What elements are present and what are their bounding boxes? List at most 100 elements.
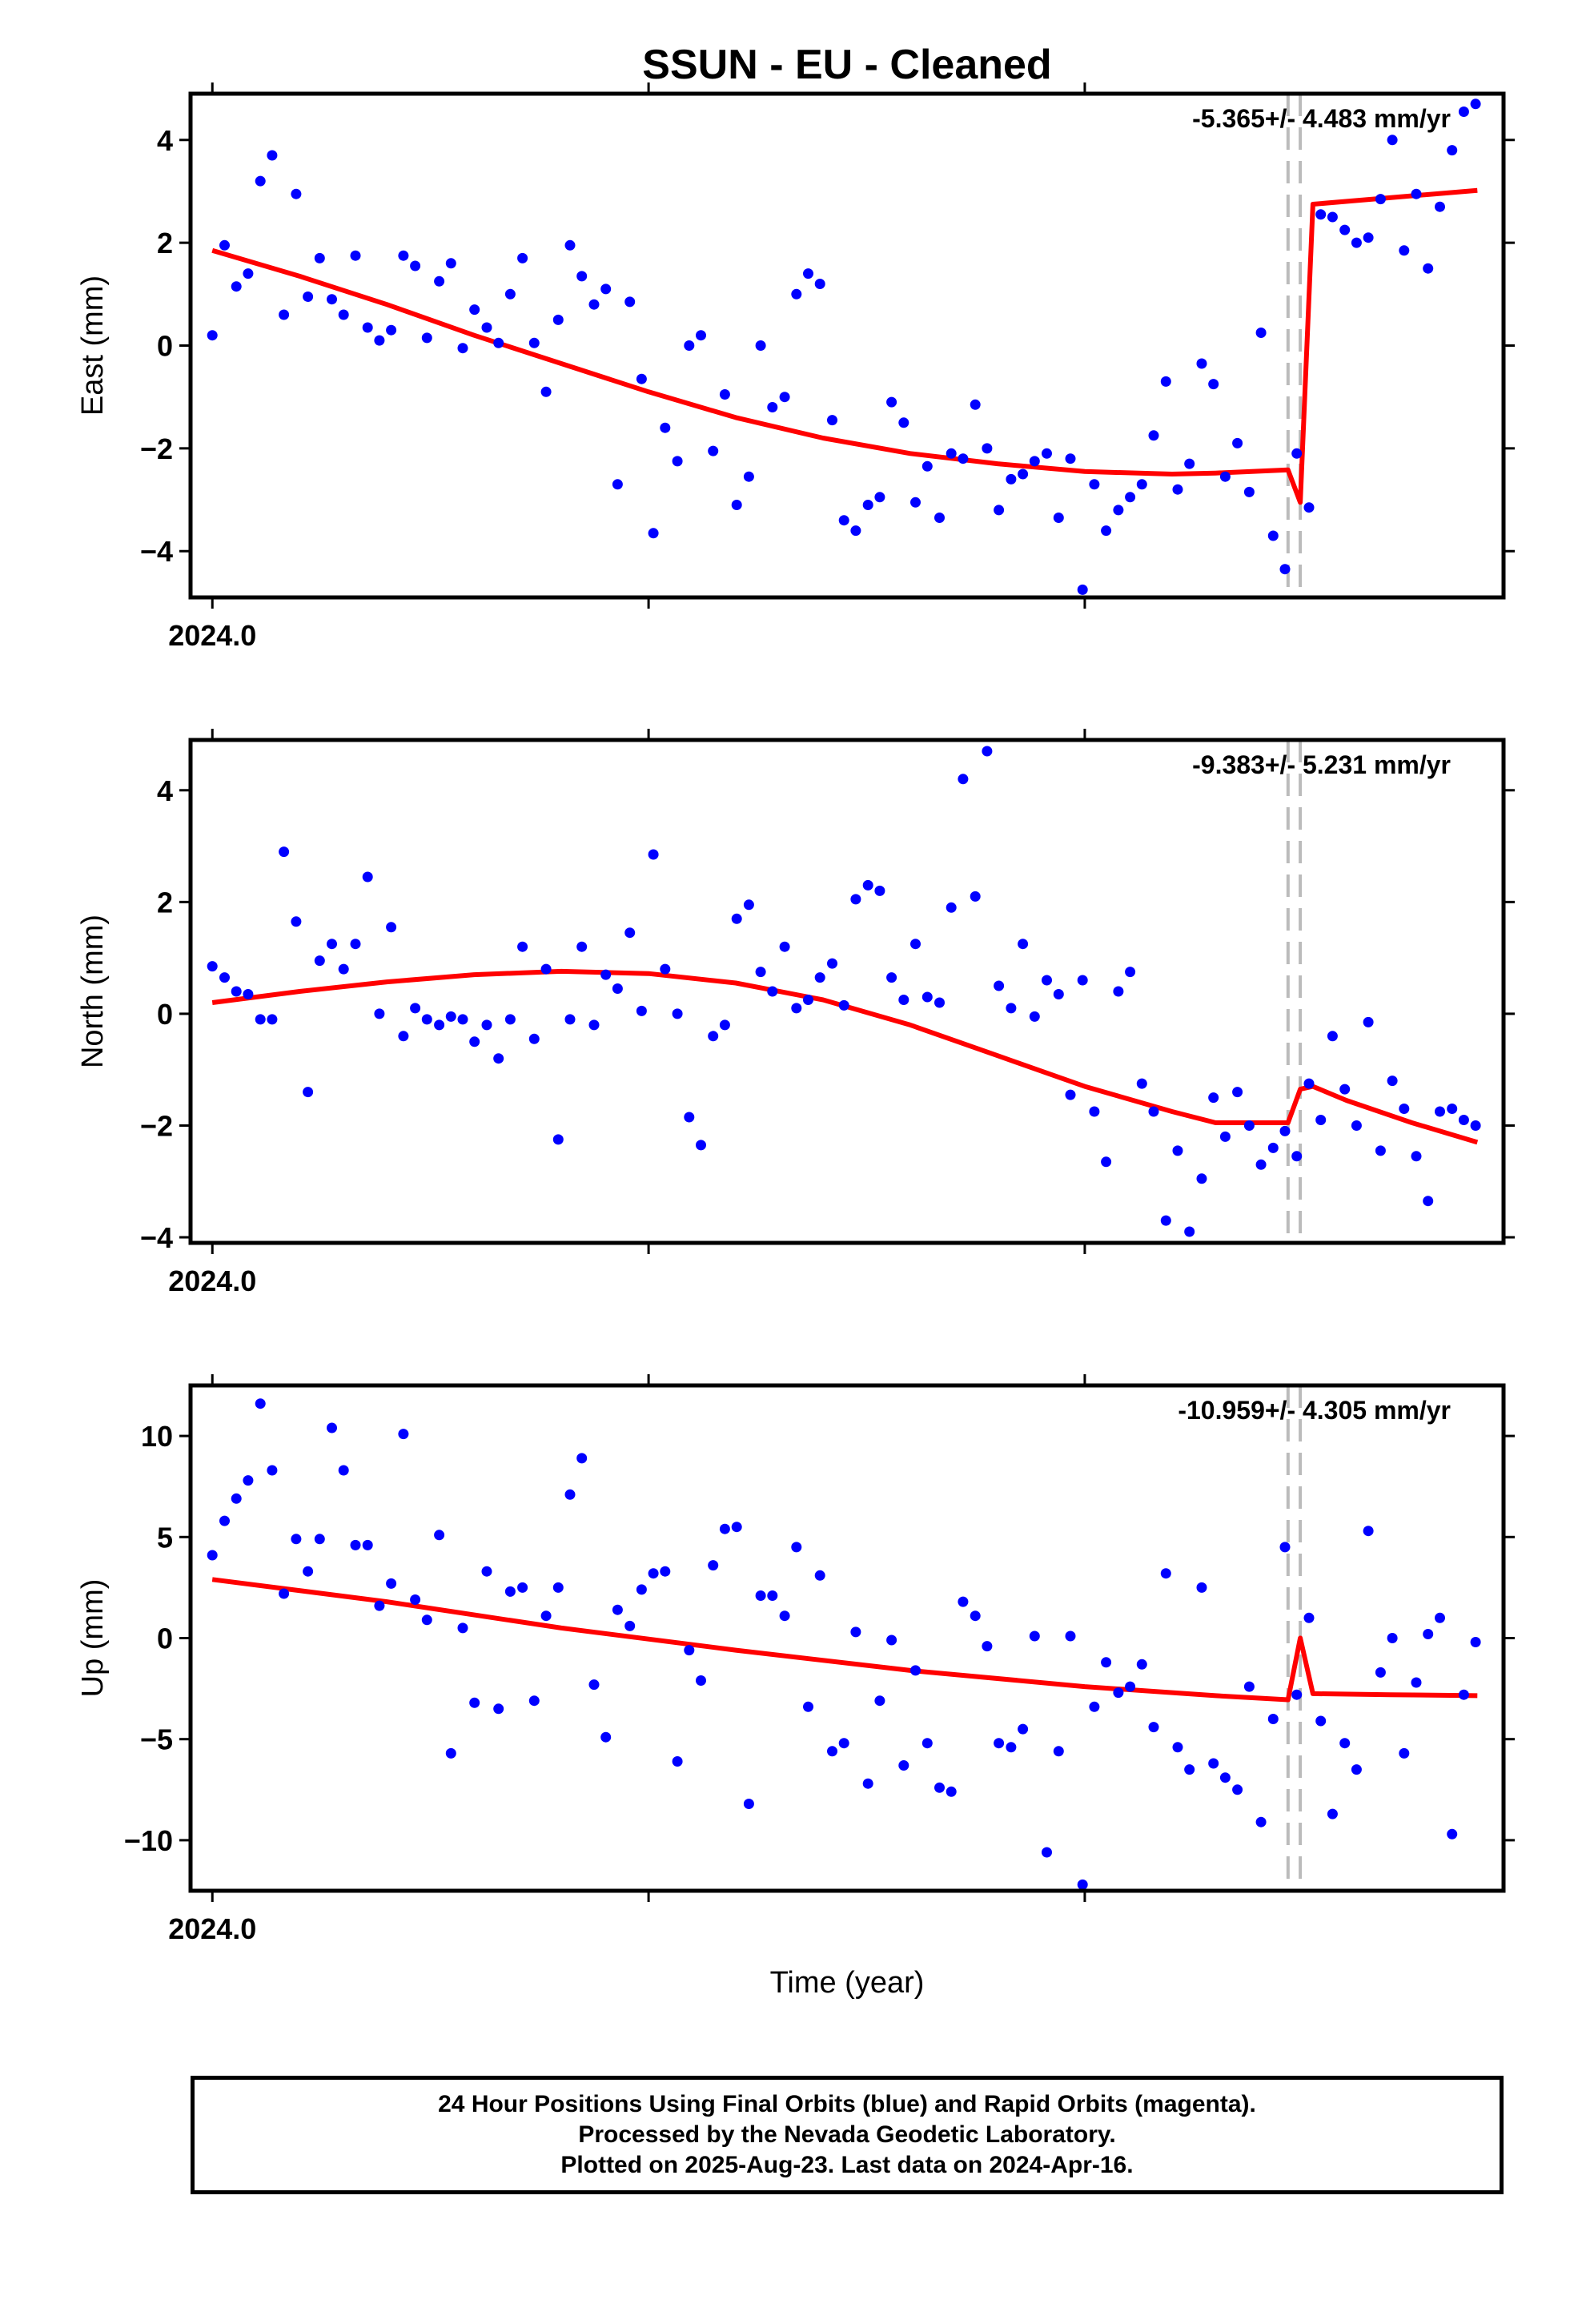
north-data-point bbox=[434, 1019, 445, 1031]
north-data-point bbox=[1089, 1106, 1100, 1117]
up-data-point bbox=[327, 1422, 337, 1433]
up-data-point bbox=[528, 1695, 540, 1707]
up-data-point bbox=[1148, 1722, 1159, 1733]
east-data-point bbox=[362, 322, 373, 333]
north-data-point bbox=[1077, 975, 1088, 986]
east-data-point bbox=[279, 309, 290, 320]
north-data-point bbox=[1029, 1011, 1040, 1022]
north-data-point bbox=[814, 972, 825, 983]
east-data-point bbox=[731, 500, 742, 510]
north-data-point bbox=[921, 991, 933, 1003]
east-y-tick-label: −4 bbox=[140, 535, 173, 568]
up-data-point bbox=[708, 1560, 719, 1571]
north-data-point bbox=[1196, 1173, 1207, 1184]
north-data-point bbox=[1053, 989, 1064, 999]
east-data-point bbox=[1339, 224, 1351, 235]
up-data-point bbox=[398, 1429, 409, 1440]
east-data-point bbox=[1018, 468, 1029, 480]
up-y-tick-label: 10 bbox=[141, 1420, 173, 1453]
north-data-point bbox=[481, 1019, 492, 1031]
east-data-point bbox=[886, 396, 897, 408]
up-rate-label: -10.959+/- 4.305 mm/yr bbox=[1178, 1396, 1451, 1425]
east-data-point bbox=[803, 268, 813, 279]
north-data-point bbox=[1411, 1151, 1422, 1162]
east-data-point bbox=[1196, 358, 1207, 369]
east-data-point bbox=[1006, 473, 1017, 485]
north-data-point bbox=[291, 916, 302, 927]
up-x-tick-label: 2024.0 bbox=[168, 1912, 256, 1945]
north-data-point bbox=[1243, 1120, 1255, 1131]
north-data-point bbox=[219, 972, 230, 983]
up-data-point bbox=[291, 1534, 302, 1545]
up-data-point bbox=[1423, 1629, 1434, 1639]
up-data-point bbox=[814, 1570, 825, 1581]
north-data-point bbox=[1219, 1131, 1231, 1142]
north-data-point bbox=[327, 939, 337, 950]
up-data-point bbox=[1339, 1738, 1351, 1749]
north-rate-label: -9.383+/- 5.231 mm/yr bbox=[1192, 750, 1451, 779]
footer-line-2: Processed by the Nevada Geodetic Laborat… bbox=[578, 2121, 1116, 2148]
north-data-point bbox=[910, 939, 921, 950]
up-data-point bbox=[540, 1610, 552, 1622]
east-data-point bbox=[767, 402, 778, 412]
east-data-point bbox=[410, 260, 421, 271]
north-data-point bbox=[1387, 1076, 1398, 1087]
east-data-point bbox=[1435, 201, 1445, 212]
up-data-point bbox=[1303, 1612, 1315, 1623]
north-offset-lines bbox=[1286, 740, 1303, 1243]
up-data-point bbox=[243, 1475, 254, 1486]
north-data-point bbox=[1267, 1142, 1279, 1153]
east-data-point bbox=[350, 250, 361, 261]
east-data-point bbox=[1160, 376, 1171, 387]
north-data-point bbox=[934, 997, 945, 1008]
east-data-point bbox=[445, 258, 456, 269]
north-data-point bbox=[684, 1112, 695, 1123]
east-data-point bbox=[1136, 479, 1147, 490]
east-data-point bbox=[1387, 135, 1398, 146]
up-data-point bbox=[731, 1522, 742, 1533]
east-data-point bbox=[1255, 328, 1267, 338]
up-model-line bbox=[211, 1577, 1478, 1703]
north-data-point bbox=[946, 902, 957, 913]
up-data-point bbox=[588, 1679, 600, 1691]
north-data-point bbox=[1018, 939, 1029, 950]
east-data-point bbox=[255, 175, 266, 187]
up-y-axis-label: Up (mm) bbox=[76, 1579, 110, 1698]
up-data-point bbox=[410, 1594, 421, 1605]
east-data-point bbox=[1363, 232, 1374, 243]
up-data-point bbox=[791, 1542, 802, 1553]
north-data-point bbox=[1458, 1115, 1469, 1125]
north-data-point bbox=[1363, 1016, 1374, 1027]
east-data-point bbox=[1279, 564, 1291, 575]
up-data-point bbox=[743, 1799, 754, 1809]
east-data-point bbox=[267, 150, 278, 161]
east-data-point bbox=[946, 448, 957, 459]
up-data-point bbox=[898, 1760, 909, 1771]
up-data-point bbox=[267, 1465, 278, 1476]
east-data-point bbox=[421, 332, 432, 344]
up-data-point bbox=[636, 1584, 647, 1595]
north-data-point bbox=[958, 774, 969, 785]
east-data-point bbox=[660, 422, 671, 433]
north-data-point bbox=[1208, 1092, 1219, 1104]
east-data-point bbox=[327, 294, 337, 305]
east-data-point bbox=[1029, 456, 1040, 467]
east-data-point bbox=[1447, 145, 1458, 156]
up-data-point bbox=[982, 1641, 993, 1652]
east-data-point bbox=[1315, 209, 1327, 220]
east-data-point bbox=[303, 292, 314, 302]
east-data-point bbox=[386, 324, 397, 336]
east-data-point bbox=[1232, 437, 1243, 448]
up-data-point bbox=[1232, 1784, 1243, 1795]
north-data-point bbox=[303, 1087, 314, 1098]
up-data-point bbox=[207, 1550, 218, 1561]
north-data-point bbox=[350, 939, 361, 950]
up-plot-frame bbox=[188, 1383, 1506, 1893]
up-data-point bbox=[350, 1539, 361, 1550]
east-data-point bbox=[1303, 502, 1315, 513]
up-data-points bbox=[207, 1398, 1481, 1890]
east-data-point bbox=[958, 453, 969, 464]
east-data-point bbox=[791, 288, 802, 300]
north-data-point bbox=[1327, 1031, 1338, 1042]
up-data-point bbox=[1470, 1637, 1481, 1647]
